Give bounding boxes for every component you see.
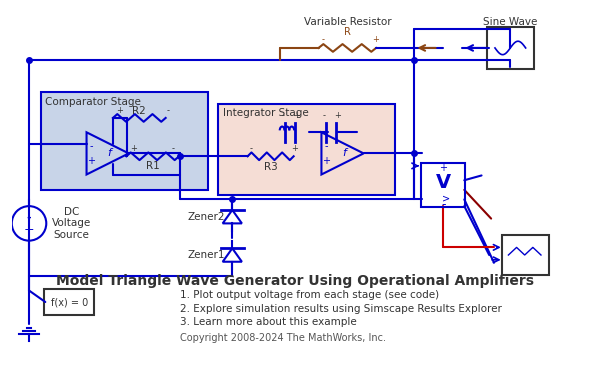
Text: +: + — [87, 156, 95, 166]
Text: Model Triangle Wave Generator Using Operational Amplifiers: Model Triangle Wave Generator Using Oper… — [55, 274, 534, 288]
Text: >: > — [442, 193, 450, 203]
Text: Zener2: Zener2 — [187, 212, 224, 222]
Text: -: - — [90, 141, 93, 151]
Text: +: + — [373, 35, 379, 44]
Text: R3: R3 — [264, 162, 277, 172]
Text: V: V — [436, 173, 451, 192]
Text: -: - — [441, 198, 445, 211]
Text: -: - — [323, 111, 326, 120]
Text: -: - — [322, 35, 325, 44]
Text: -: - — [282, 111, 284, 120]
Text: R2: R2 — [133, 106, 146, 116]
Text: R1: R1 — [146, 161, 160, 171]
Text: Zener1: Zener1 — [187, 250, 224, 260]
Text: Comparator Stage: Comparator Stage — [45, 97, 141, 107]
Text: DC
Voltage
Source: DC Voltage Source — [52, 207, 91, 240]
Text: -: - — [250, 144, 253, 154]
Text: -: - — [171, 144, 174, 154]
Text: f: f — [343, 148, 346, 158]
Text: 2. Explore simulation results using Simscape Results Explorer: 2. Explore simulation results using Sims… — [180, 304, 501, 314]
Text: 3. Learn more about this example: 3. Learn more about this example — [180, 317, 356, 327]
Text: -: - — [167, 106, 170, 115]
Text: R: R — [344, 26, 351, 36]
Text: Integrator Stage: Integrator Stage — [223, 108, 309, 118]
FancyBboxPatch shape — [218, 103, 395, 195]
Text: f: f — [108, 148, 111, 158]
Text: Copyright 2008-2024 The MathWorks, Inc.: Copyright 2008-2024 The MathWorks, Inc. — [180, 333, 386, 343]
Text: -: - — [27, 213, 31, 222]
Text: +: + — [24, 223, 34, 235]
Text: f(x) = 0: f(x) = 0 — [51, 297, 88, 307]
Text: +: + — [115, 106, 123, 115]
Text: +: + — [439, 163, 447, 173]
Text: +: + — [291, 144, 298, 154]
Text: Sine Wave: Sine Wave — [483, 17, 538, 27]
Text: -: - — [325, 141, 328, 151]
Text: 1. Plot output voltage from each stage (see code): 1. Plot output voltage from each stage (… — [180, 290, 439, 300]
Text: +: + — [293, 111, 300, 120]
Text: +: + — [335, 111, 341, 120]
Text: Variable Resistor: Variable Resistor — [303, 17, 391, 27]
Text: +: + — [130, 144, 137, 154]
FancyBboxPatch shape — [41, 92, 209, 190]
Text: +: + — [322, 156, 330, 166]
